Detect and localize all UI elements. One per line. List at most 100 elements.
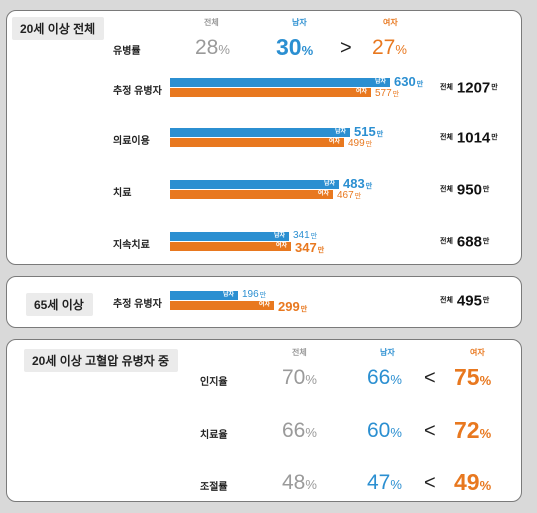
panel-title: 20세 이상 전체 bbox=[12, 17, 105, 40]
row-label: 의료이용 bbox=[113, 136, 150, 147]
header-female: 여자 bbox=[470, 348, 485, 357]
comparison-less: < bbox=[424, 420, 436, 442]
male-bar: 남자 bbox=[170, 180, 339, 189]
female-value: 347만 bbox=[295, 241, 324, 254]
total-number: 688 bbox=[456, 233, 482, 251]
percent: % bbox=[479, 478, 492, 493]
unit: 만 bbox=[365, 141, 373, 148]
male-value: 341만 bbox=[293, 231, 317, 241]
male-value-number: 341 bbox=[293, 230, 310, 241]
rate-total-number: 66 bbox=[282, 419, 306, 442]
total-number: 495 bbox=[456, 292, 482, 310]
female-value: 577만 bbox=[375, 89, 399, 99]
rate-male: 66% bbox=[367, 367, 402, 388]
unit: 만 bbox=[416, 81, 424, 88]
comparison-less: < bbox=[424, 472, 436, 494]
female-bar: 여자 bbox=[170, 190, 333, 199]
row-label: 인지율 bbox=[200, 377, 228, 388]
female-bar: 여자 bbox=[170, 138, 344, 147]
female-bar: 여자 bbox=[170, 301, 274, 310]
male-tag: 남자 bbox=[374, 79, 386, 85]
unit: 만 bbox=[392, 91, 400, 98]
rate-female-number: 49 bbox=[454, 469, 480, 495]
rate-male: 47% bbox=[367, 472, 402, 493]
unit: 만 bbox=[482, 186, 490, 194]
percent: % bbox=[479, 426, 492, 441]
rate-female: 75% bbox=[454, 366, 491, 389]
male-value: 630만 bbox=[394, 75, 423, 88]
female-value-number: 499 bbox=[348, 138, 365, 149]
male-bar: 남자 bbox=[170, 232, 289, 241]
unit: 만 bbox=[354, 193, 362, 200]
total-tag: 전체 bbox=[440, 297, 453, 305]
percent: % bbox=[305, 425, 317, 440]
male-value-number: 196 bbox=[242, 289, 259, 300]
unit: 만 bbox=[491, 134, 498, 142]
female-value: 499만 bbox=[348, 139, 372, 149]
total-number: 950 bbox=[456, 181, 482, 199]
female-tag: 여자 bbox=[317, 191, 329, 197]
female-tag: 여자 bbox=[258, 302, 270, 308]
percent: % bbox=[390, 372, 402, 387]
male-value-number: 630 bbox=[394, 74, 416, 89]
male-tag: 남자 bbox=[323, 181, 335, 187]
prevalence-total: 28% bbox=[195, 36, 230, 59]
unit: 만 bbox=[259, 292, 267, 299]
total-value: 전체 495만 bbox=[440, 293, 489, 309]
panel-adults-all bbox=[6, 10, 522, 265]
row-label: 지속치료 bbox=[113, 240, 150, 251]
rate-female-number: 75 bbox=[454, 364, 480, 390]
rate-male-number: 66 bbox=[367, 366, 391, 389]
percent: % bbox=[479, 373, 492, 388]
total-value: 전체 950만 bbox=[440, 182, 489, 198]
header-total: 전체 bbox=[204, 18, 219, 27]
total-value: 전체 688만 bbox=[440, 234, 489, 250]
rate-total: 66% bbox=[282, 420, 317, 441]
total-value: 전체 1207만 bbox=[440, 80, 498, 96]
male-value: 515만 bbox=[354, 125, 383, 138]
total-tag: 전체 bbox=[440, 186, 453, 194]
total-tag: 전체 bbox=[440, 134, 453, 142]
unit: 만 bbox=[365, 183, 373, 190]
female-value-number: 347 bbox=[295, 240, 317, 255]
panel-title: 65세 이상 bbox=[26, 293, 93, 316]
row-label: 추정 유병자 bbox=[113, 86, 162, 97]
female-bar: 여자 bbox=[170, 242, 291, 251]
female-tag: 여자 bbox=[355, 89, 367, 95]
rate-total-number: 70 bbox=[282, 366, 306, 389]
rate-female-number: 72 bbox=[454, 417, 480, 443]
female-value-number: 299 bbox=[278, 299, 300, 314]
male-tag: 남자 bbox=[273, 233, 285, 239]
rate-male: 60% bbox=[367, 420, 402, 441]
female-tag: 여자 bbox=[328, 139, 340, 145]
rate-total-number: 48 bbox=[282, 471, 306, 494]
female-value: 467만 bbox=[337, 191, 361, 201]
unit: 만 bbox=[491, 84, 498, 92]
female-value-number: 467 bbox=[337, 190, 354, 201]
male-bar: 남자 bbox=[170, 78, 390, 87]
rate-female: 72% bbox=[454, 419, 491, 442]
total-tag: 전체 bbox=[440, 84, 453, 92]
row-label: 치료 bbox=[113, 188, 132, 199]
total-number: 1207 bbox=[456, 79, 491, 97]
row-label: 조절률 bbox=[200, 482, 228, 493]
unit: 만 bbox=[317, 247, 325, 254]
male-value: 196만 bbox=[242, 290, 266, 300]
percent: % bbox=[390, 477, 402, 492]
header-male: 남자 bbox=[380, 348, 395, 357]
header-female: 여자 bbox=[383, 18, 398, 27]
male-tag: 남자 bbox=[334, 129, 346, 135]
rate-total: 48% bbox=[282, 472, 317, 493]
male-bar: 남자 bbox=[170, 291, 238, 300]
total-value: 전체 1014만 bbox=[440, 130, 498, 146]
comparison-greater: > bbox=[340, 37, 352, 59]
female-tag: 여자 bbox=[275, 243, 287, 249]
header-male: 남자 bbox=[292, 18, 307, 27]
male-value-number: 483 bbox=[343, 176, 365, 191]
unit: 만 bbox=[376, 131, 384, 138]
unit: 만 bbox=[310, 233, 318, 240]
total-tag: 전체 bbox=[440, 238, 453, 246]
rate-male-number: 47 bbox=[367, 471, 391, 494]
percent: % bbox=[390, 425, 402, 440]
panel-title: 20세 이상 고혈압 유병자 중 bbox=[24, 349, 179, 372]
